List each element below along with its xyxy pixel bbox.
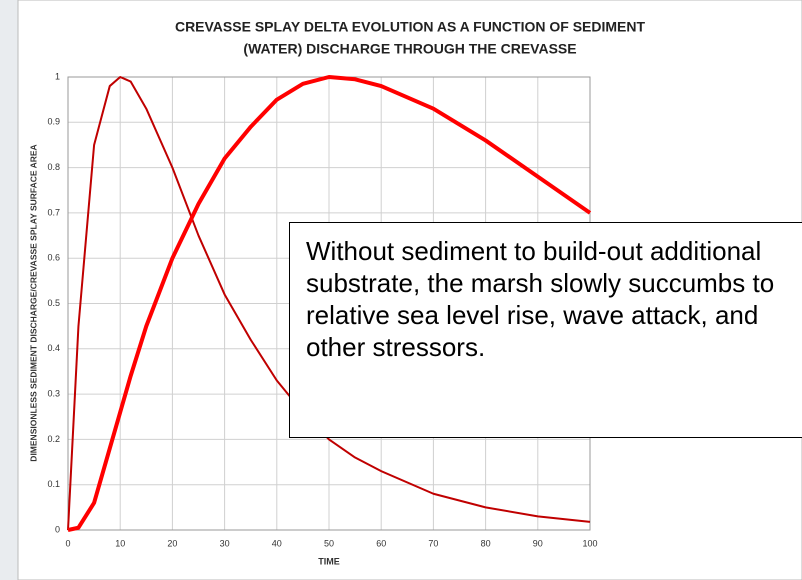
y-tick-label: 0.5 [47,298,60,308]
y-tick-label: 1 [55,71,60,81]
y-axis-label: DIMENSIONLESS SEDIMENT DISCHARGE/CREVASS… [28,144,38,461]
y-tick-label: 0.9 [47,117,60,127]
data-line [67,75,592,532]
y-tick-label: 0.6 [47,253,60,263]
x-tick-label: 10 [115,538,125,548]
x-tick-label: 80 [481,538,491,548]
x-tick-label: 20 [167,538,177,548]
y-tick-label: 0.7 [47,207,60,217]
x-tick-label: 70 [428,538,438,548]
y-tick-label: 0.2 [47,434,60,444]
x-tick-label: 100 [582,538,597,548]
x-tick-label: 30 [220,538,230,548]
x-tick-label: 50 [324,538,334,548]
chart-subtitle: (WATER) DISCHARGE THROUGH THE CREVASSE [243,41,576,57]
chart-title: CREVASSE SPLAY DELTA EVOLUTION AS A FUNC… [175,19,646,35]
data-line [67,76,591,531]
y-tick-label: 0 [55,524,60,534]
x-tick-label: 40 [272,538,282,548]
annotation-box: Without sediment to build-out additional… [289,222,802,438]
x-tick-label: 60 [376,538,386,548]
x-tick-label: 0 [65,538,70,548]
x-axis-label: TIME [318,556,340,566]
x-tick-label: 90 [533,538,543,548]
y-tick-label: 0.4 [47,343,60,353]
y-tick-label: 0.8 [47,162,60,172]
y-tick-label: 0.1 [47,479,60,489]
y-tick-label: 0.3 [47,388,60,398]
